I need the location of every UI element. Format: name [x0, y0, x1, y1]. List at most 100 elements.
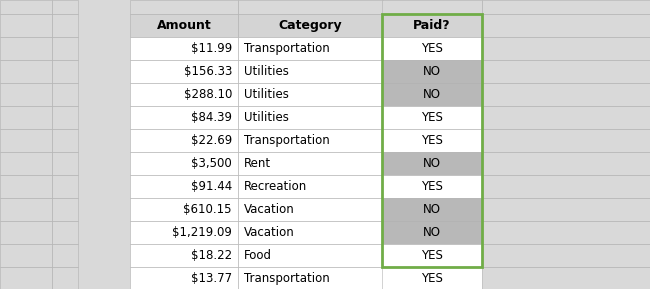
Bar: [238, 0, 383, 14]
Text: $288.10: $288.10: [183, 88, 232, 101]
Bar: [382, 221, 482, 244]
Bar: [0, 221, 52, 244]
Bar: [238, 244, 383, 267]
Bar: [52, 267, 78, 289]
Bar: [482, 106, 650, 129]
Bar: [238, 14, 383, 37]
Bar: [130, 221, 238, 244]
Bar: [238, 267, 383, 289]
Bar: [382, 83, 482, 106]
Text: $91.44: $91.44: [190, 180, 232, 193]
Bar: [482, 37, 650, 60]
Bar: [0, 175, 52, 198]
Bar: [238, 83, 383, 106]
Bar: [0, 14, 52, 37]
Text: Category: Category: [279, 19, 343, 32]
Text: NO: NO: [423, 226, 441, 239]
Bar: [0, 267, 52, 289]
Bar: [482, 244, 650, 267]
Bar: [130, 14, 238, 37]
Bar: [52, 198, 78, 221]
Bar: [238, 106, 383, 129]
Bar: [382, 106, 482, 129]
Bar: [0, 37, 52, 60]
Bar: [382, 0, 482, 14]
Bar: [130, 198, 238, 221]
Bar: [382, 175, 482, 198]
Text: YES: YES: [421, 134, 443, 147]
Bar: [482, 267, 650, 289]
Bar: [382, 152, 482, 175]
Bar: [482, 129, 650, 152]
Text: Amount: Amount: [157, 19, 211, 32]
Text: $11.99: $11.99: [190, 42, 232, 55]
Bar: [52, 152, 78, 175]
Bar: [52, 0, 78, 14]
Bar: [238, 198, 383, 221]
Bar: [482, 0, 650, 14]
Text: NO: NO: [423, 157, 441, 170]
Bar: [52, 175, 78, 198]
Bar: [0, 152, 52, 175]
Bar: [482, 221, 650, 244]
Bar: [130, 152, 238, 175]
Bar: [382, 267, 482, 289]
Text: $156.33: $156.33: [183, 65, 232, 78]
Bar: [238, 221, 383, 244]
Bar: [382, 37, 482, 60]
Text: Utilities: Utilities: [244, 65, 289, 78]
Bar: [482, 60, 650, 83]
Bar: [52, 60, 78, 83]
Bar: [238, 175, 383, 198]
Text: Paid?: Paid?: [413, 19, 451, 32]
Bar: [382, 14, 482, 267]
Bar: [130, 60, 238, 83]
Text: $13.77: $13.77: [191, 272, 232, 285]
Bar: [0, 60, 52, 83]
Text: Transportation: Transportation: [244, 42, 330, 55]
Bar: [130, 37, 238, 60]
Bar: [0, 129, 52, 152]
Text: YES: YES: [421, 180, 443, 193]
Bar: [382, 129, 482, 152]
Bar: [238, 152, 383, 175]
Bar: [130, 0, 238, 14]
Bar: [52, 14, 78, 37]
Bar: [238, 60, 383, 83]
Text: NO: NO: [423, 65, 441, 78]
Bar: [0, 83, 52, 106]
Bar: [0, 244, 52, 267]
Bar: [482, 14, 650, 37]
Bar: [482, 152, 650, 175]
Text: Transportation: Transportation: [244, 272, 330, 285]
Bar: [382, 14, 482, 37]
Text: YES: YES: [421, 249, 443, 262]
Text: $3,500: $3,500: [191, 157, 232, 170]
Bar: [130, 83, 238, 106]
Bar: [130, 106, 238, 129]
Bar: [0, 0, 52, 14]
Text: NO: NO: [423, 203, 441, 216]
Text: Utilities: Utilities: [244, 88, 289, 101]
Text: $22.69: $22.69: [190, 134, 232, 147]
Bar: [0, 198, 52, 221]
Bar: [130, 175, 238, 198]
Bar: [238, 37, 383, 60]
Bar: [382, 244, 482, 267]
Text: Food: Food: [244, 249, 272, 262]
Text: $1,219.09: $1,219.09: [172, 226, 232, 239]
Bar: [52, 221, 78, 244]
Text: Transportation: Transportation: [244, 134, 330, 147]
Bar: [382, 198, 482, 221]
Bar: [482, 175, 650, 198]
Bar: [52, 106, 78, 129]
Text: NO: NO: [423, 88, 441, 101]
Bar: [382, 60, 482, 83]
Text: Utilities: Utilities: [244, 111, 289, 124]
Bar: [52, 83, 78, 106]
Bar: [52, 37, 78, 60]
Bar: [238, 129, 383, 152]
Text: Recreation: Recreation: [244, 180, 307, 193]
Text: Rent: Rent: [244, 157, 271, 170]
Text: YES: YES: [421, 42, 443, 55]
